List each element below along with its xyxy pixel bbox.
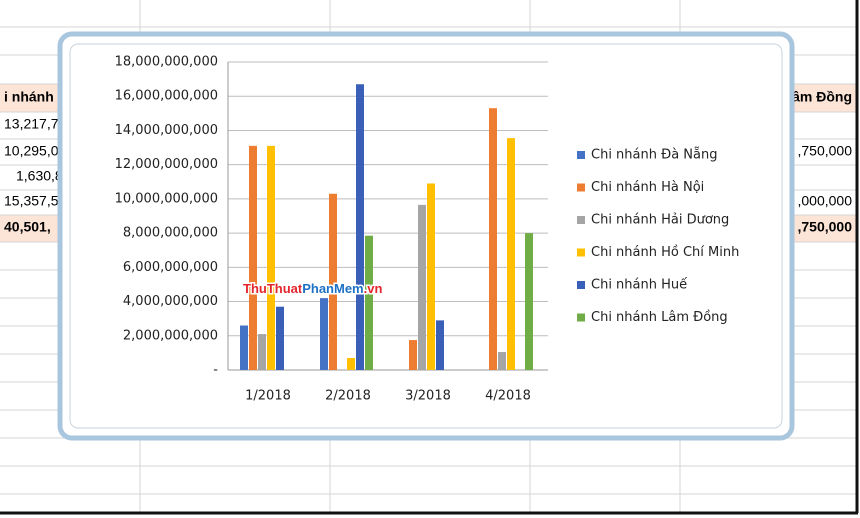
bar bbox=[525, 233, 533, 370]
cell-text: 10,295,0 bbox=[4, 143, 59, 159]
bar bbox=[436, 320, 444, 370]
x-tick-label: 2/2018 bbox=[325, 389, 371, 404]
cells: i nhánh 13,217,7 10,295,0 1,630,8 15,357,5 40… bbox=[4, 89, 852, 235]
cell-text: i nhánh bbox=[4, 89, 54, 105]
bar bbox=[507, 138, 515, 370]
cell-text: 13,217,7 bbox=[4, 116, 59, 132]
bar bbox=[427, 183, 435, 370]
cell-text: 15,357,5 bbox=[4, 193, 59, 209]
legend-label: Chi nhánh Hải Dương bbox=[591, 213, 729, 228]
legend-swatch bbox=[577, 183, 585, 192]
cell-text: âm Đồng bbox=[792, 89, 852, 105]
legend-label: Chi nhánh Đà Nẵng bbox=[591, 148, 717, 163]
bar bbox=[356, 84, 364, 370]
y-tick-label: 14,000,000,000 bbox=[115, 123, 218, 138]
y-tick-label: 16,000,000,000 bbox=[115, 89, 218, 104]
bar bbox=[365, 235, 373, 370]
legend-swatch bbox=[577, 281, 585, 289]
legend-label: Chi nhánh Hồ Chí Minh bbox=[591, 245, 739, 260]
y-tick-label: 6,000,000,000 bbox=[123, 260, 218, 275]
cell-text: 40,501, bbox=[4, 219, 51, 235]
watermark-part: PhanMem bbox=[302, 281, 363, 296]
y-tick-label: 8,000,000,000 bbox=[123, 226, 218, 241]
watermark: ThuThuatPhanMem.vn bbox=[243, 281, 382, 296]
y-tick-label: 12,000,000,000 bbox=[115, 157, 218, 172]
y-tick-label: 4,000,000,000 bbox=[123, 294, 218, 309]
bar bbox=[267, 145, 275, 370]
y-tick-label: 2,000,000,000 bbox=[123, 328, 218, 343]
bar bbox=[258, 334, 266, 370]
bar bbox=[418, 204, 426, 370]
bar bbox=[240, 325, 248, 370]
legend-swatch bbox=[577, 313, 585, 322]
bar bbox=[409, 340, 417, 370]
cell-text: 1,630,8 bbox=[16, 168, 63, 184]
bar bbox=[498, 352, 506, 370]
legend-label: Chi nhánh Hà Nội bbox=[591, 180, 704, 195]
bar bbox=[347, 358, 355, 370]
bar bbox=[249, 145, 257, 370]
watermark-part: ThuThuat bbox=[243, 281, 303, 296]
x-tick-label: 1/2018 bbox=[245, 389, 291, 404]
x-tick-label: 4/2018 bbox=[485, 389, 531, 404]
bar bbox=[276, 306, 284, 370]
cell-text: ,750,000 bbox=[798, 219, 853, 235]
legend-label: Chi nhánh Lâm Đồng bbox=[591, 310, 728, 325]
legend-swatch bbox=[577, 216, 585, 224]
cell-text: ,750,000 bbox=[798, 143, 853, 159]
bar bbox=[489, 108, 497, 370]
y-tick-label: 10,000,000,000 bbox=[115, 191, 218, 206]
bar bbox=[329, 193, 337, 370]
bar bbox=[320, 298, 328, 370]
legend-swatch bbox=[577, 151, 585, 159]
y-tick-label: 18,000,000,000 bbox=[115, 55, 218, 70]
chart: - 2,000,000,000 4,000,000,000 6,000,000,000… bbox=[115, 55, 740, 404]
y-tick-label: - bbox=[213, 363, 218, 378]
x-tick-label: 3/2018 bbox=[405, 389, 451, 404]
watermark-part: .vn bbox=[364, 281, 383, 296]
legend-label: Chi nhánh Huế bbox=[591, 278, 687, 293]
legend-swatch bbox=[577, 248, 585, 257]
cell-text: ,000,000 bbox=[798, 193, 853, 209]
